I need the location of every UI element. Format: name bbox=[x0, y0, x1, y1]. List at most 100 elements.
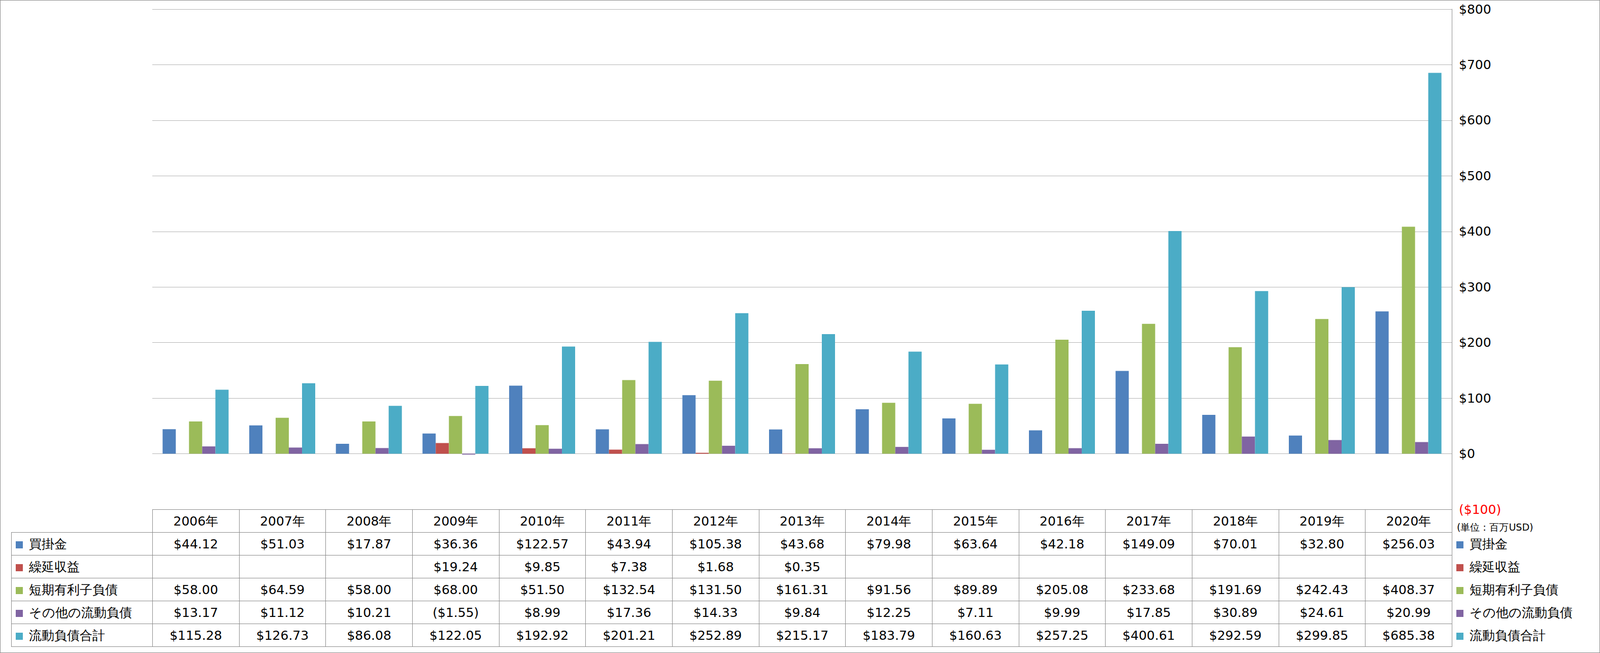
html-text:$105.38: $105.38 bbox=[689, 536, 742, 552]
html-text:$51.50: $51.50 bbox=[520, 581, 565, 597]
html-text:2020年: 2020年 bbox=[1386, 513, 1432, 529]
html-text:$161.31: $161.31 bbox=[775, 581, 829, 597]
html-text:流動負債合計: 流動負債合計 bbox=[28, 627, 106, 643]
html-text:$149.09: $149.09 bbox=[1122, 536, 1175, 552]
html-text:$20.99: $20.99 bbox=[1386, 604, 1431, 620]
html-text:$122.05: $122.05 bbox=[429, 627, 482, 643]
html-text:$115.28: $115.28 bbox=[169, 627, 223, 643]
html-text:$58.00: $58.00 bbox=[346, 581, 392, 597]
html-text:$70.01: $70.01 bbox=[1213, 536, 1258, 552]
html-text:$292.59: $292.59 bbox=[1209, 627, 1262, 643]
html-text:$201.21: $201.21 bbox=[602, 627, 656, 643]
html-text:$86.08: $86.08 bbox=[346, 627, 392, 643]
html-text:2008年: 2008年 bbox=[346, 513, 392, 529]
html-text:$685.38: $685.38 bbox=[1382, 627, 1435, 643]
html-text:$0.35: $0.35 bbox=[784, 559, 821, 574]
svg-text:$800: $800 bbox=[1458, 2, 1492, 17]
html-text:$299.85: $299.85 bbox=[1295, 627, 1349, 643]
html-text:$63.64: $63.64 bbox=[953, 536, 998, 552]
html-text:$131.50: $131.50 bbox=[689, 581, 742, 597]
html-text:$12.25: $12.25 bbox=[866, 604, 912, 620]
html-text:$160.63: $160.63 bbox=[949, 627, 1002, 643]
html-text:$9.84: $9.84 bbox=[784, 604, 821, 620]
html-text:$215.17: $215.17 bbox=[775, 627, 829, 643]
html-text:2017年: 2017年 bbox=[1126, 513, 1172, 529]
html-text:$132.54: $132.54 bbox=[602, 581, 656, 597]
html-text:$400.61: $400.61 bbox=[1122, 627, 1175, 643]
html-text:買掛金: 買掛金 bbox=[28, 536, 68, 552]
html-text:$191.69: $191.69 bbox=[1209, 581, 1262, 597]
html-text:$44.12: $44.12 bbox=[173, 536, 219, 552]
html-text:$408.37: $408.37 bbox=[1382, 581, 1435, 597]
svg-text:$200: $200 bbox=[1458, 335, 1492, 350]
svg-text:$600: $600 bbox=[1458, 112, 1492, 128]
html-text:$36.36: $36.36 bbox=[433, 536, 478, 552]
html-text:$1.68: $1.68 bbox=[697, 559, 734, 574]
html-text:2006年: 2006年 bbox=[173, 513, 219, 529]
html-text:$242.43: $242.43 bbox=[1295, 581, 1349, 597]
html-text:$7.38: $7.38 bbox=[610, 559, 648, 574]
html-text:$192.92: $192.92 bbox=[516, 627, 569, 643]
html-text:$8.99: $8.99 bbox=[524, 604, 561, 620]
svg-text:$0: $0 bbox=[1458, 446, 1476, 461]
html-text:2019年: 2019年 bbox=[1299, 513, 1345, 529]
html-text:$257.25: $257.25 bbox=[1035, 627, 1089, 643]
html-text:$7.11: $7.11 bbox=[957, 604, 994, 620]
html-text:2010年: 2010年 bbox=[519, 513, 565, 529]
html-text:$91.56: $91.56 bbox=[866, 581, 912, 597]
html-text:$17.87: $17.87 bbox=[346, 536, 392, 552]
html-text:$233.68: $233.68 bbox=[1122, 581, 1175, 597]
html-text:繰延収益: 繰延収益 bbox=[1469, 559, 1521, 574]
html-text:$19.24: $19.24 bbox=[433, 559, 478, 574]
html-text:$126.73: $126.73 bbox=[256, 627, 309, 643]
html-text:$17.85: $17.85 bbox=[1126, 604, 1171, 620]
html-text:$183.79: $183.79 bbox=[862, 627, 916, 643]
html-text:$79.98: $79.98 bbox=[866, 536, 912, 552]
html-text:$122.57: $122.57 bbox=[516, 536, 569, 552]
html-text:2009年: 2009年 bbox=[433, 513, 479, 529]
svg-text:$500: $500 bbox=[1458, 168, 1492, 184]
html-text:その他の流動負債: その他の流動負債 bbox=[1469, 604, 1573, 620]
html-text:2018年: 2018年 bbox=[1212, 513, 1258, 529]
html-text:2014年: 2014年 bbox=[866, 513, 912, 529]
html-text:2016年: 2016年 bbox=[1039, 513, 1085, 529]
html-text:$10.21: $10.21 bbox=[346, 604, 392, 620]
html-text:その他の流動負債: その他の流動負債 bbox=[28, 604, 132, 620]
html-text:$64.59: $64.59 bbox=[260, 581, 305, 597]
html-text:($1.55): ($1.55) bbox=[432, 604, 479, 620]
html-text:$205.08: $205.08 bbox=[1035, 581, 1089, 597]
html-text:流動負債合計: 流動負債合計 bbox=[1469, 627, 1546, 643]
html-text:$51.03: $51.03 bbox=[260, 536, 305, 552]
html-text:$9.99: $9.99 bbox=[1043, 604, 1081, 620]
html-text:2011年: 2011年 bbox=[606, 513, 652, 529]
html-text:$68.00: $68.00 bbox=[433, 581, 478, 597]
html-text:$11.12: $11.12 bbox=[260, 604, 305, 620]
html-text:$256.03: $256.03 bbox=[1382, 536, 1435, 552]
html-text:2015年: 2015年 bbox=[952, 513, 998, 529]
html-text:繰延収益: 繰延収益 bbox=[28, 559, 80, 574]
html-text:$252.89: $252.89 bbox=[689, 627, 742, 643]
html-text:$42.18: $42.18 bbox=[1039, 536, 1085, 552]
html-text:2013年: 2013年 bbox=[779, 513, 825, 529]
html-text:2007年: 2007年 bbox=[260, 513, 305, 529]
html-text:$17.36: $17.36 bbox=[606, 604, 652, 620]
html-text:$43.94: $43.94 bbox=[606, 536, 652, 552]
svg-text:($100): ($100) bbox=[1458, 502, 1502, 517]
html-text:$58.00: $58.00 bbox=[173, 581, 219, 597]
html-text:$32.80: $32.80 bbox=[1299, 536, 1345, 552]
svg-text:$400: $400 bbox=[1458, 223, 1492, 239]
html-text:$14.33: $14.33 bbox=[693, 604, 738, 620]
html-text:$89.89: $89.89 bbox=[953, 581, 998, 597]
html-text:$43.68: $43.68 bbox=[780, 536, 825, 552]
html-text:短期有利子負債: 短期有利子負債 bbox=[1469, 581, 1559, 597]
html-text:$9.85: $9.85 bbox=[524, 559, 561, 574]
html-text:買掛金: 買掛金 bbox=[1469, 536, 1508, 552]
html-text:$24.61: $24.61 bbox=[1299, 604, 1345, 620]
svg-text:$700: $700 bbox=[1458, 57, 1492, 73]
svg-text:$300: $300 bbox=[1458, 279, 1492, 295]
html-text:$30.89: $30.89 bbox=[1213, 604, 1258, 620]
svg-text:$100: $100 bbox=[1458, 390, 1492, 406]
html-text:2012年: 2012年 bbox=[693, 513, 739, 529]
html-text:短期有利子負債: 短期有利子負債 bbox=[28, 581, 118, 597]
html-text:$13.17: $13.17 bbox=[173, 604, 219, 620]
